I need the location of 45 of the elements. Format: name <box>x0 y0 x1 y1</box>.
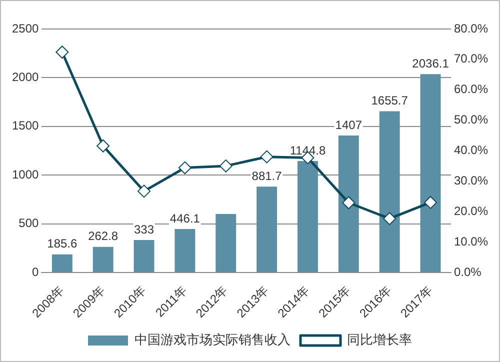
y-tick-label: 500 <box>18 216 40 230</box>
y-tick-label: 1500 <box>12 118 40 133</box>
point <box>56 46 69 59</box>
bar <box>52 254 72 272</box>
bar <box>174 229 196 272</box>
point <box>96 139 110 152</box>
data-label: 1655.7 <box>371 94 408 108</box>
data-label: 446.1 <box>170 211 200 226</box>
point <box>424 196 438 209</box>
data-label: 333 <box>134 222 154 236</box>
y2-tick-label: 10.0% <box>454 234 488 248</box>
y-tick-label: 2500 <box>12 21 40 36</box>
bar <box>297 160 318 272</box>
point <box>260 150 274 164</box>
point <box>219 159 232 172</box>
data-label: 1407 <box>335 118 362 132</box>
y2-tick-label: 80.0% <box>454 21 488 36</box>
y2-tick-label: 40.0% <box>454 143 488 158</box>
data-label: 1144.8 <box>290 143 326 158</box>
y2-tick-label: 70.0% <box>454 52 488 66</box>
bar <box>134 240 154 272</box>
data-label: 262.8 <box>88 229 118 244</box>
point <box>342 196 356 210</box>
bar <box>256 186 278 272</box>
bar <box>420 74 441 272</box>
point <box>178 161 192 174</box>
data-label: 2036.1 <box>412 56 450 70</box>
bar <box>92 246 114 272</box>
y2-tick-label: 20.0% <box>454 204 488 218</box>
y-tick-label: 1000 <box>12 167 40 182</box>
data-label: 881.7 <box>252 168 282 183</box>
point <box>138 184 151 198</box>
bar <box>379 111 400 272</box>
y2-tick-label: 30.0% <box>454 173 488 188</box>
point <box>383 212 396 226</box>
y2-tick-label: 0.0% <box>454 264 482 279</box>
bar <box>338 135 359 272</box>
bar <box>216 214 236 272</box>
y-tick-label: 0 <box>32 264 40 279</box>
legend-label: 中国游戏市场实际销售收入 <box>134 332 290 348</box>
legend-label: 同比增长率 <box>347 332 412 348</box>
y2-tick-label: 60.0% <box>454 82 488 96</box>
y2-tick-label: 50.0% <box>454 112 488 127</box>
y-tick-label: 2000 <box>12 70 40 84</box>
data-label: 185.6 <box>47 236 78 251</box>
